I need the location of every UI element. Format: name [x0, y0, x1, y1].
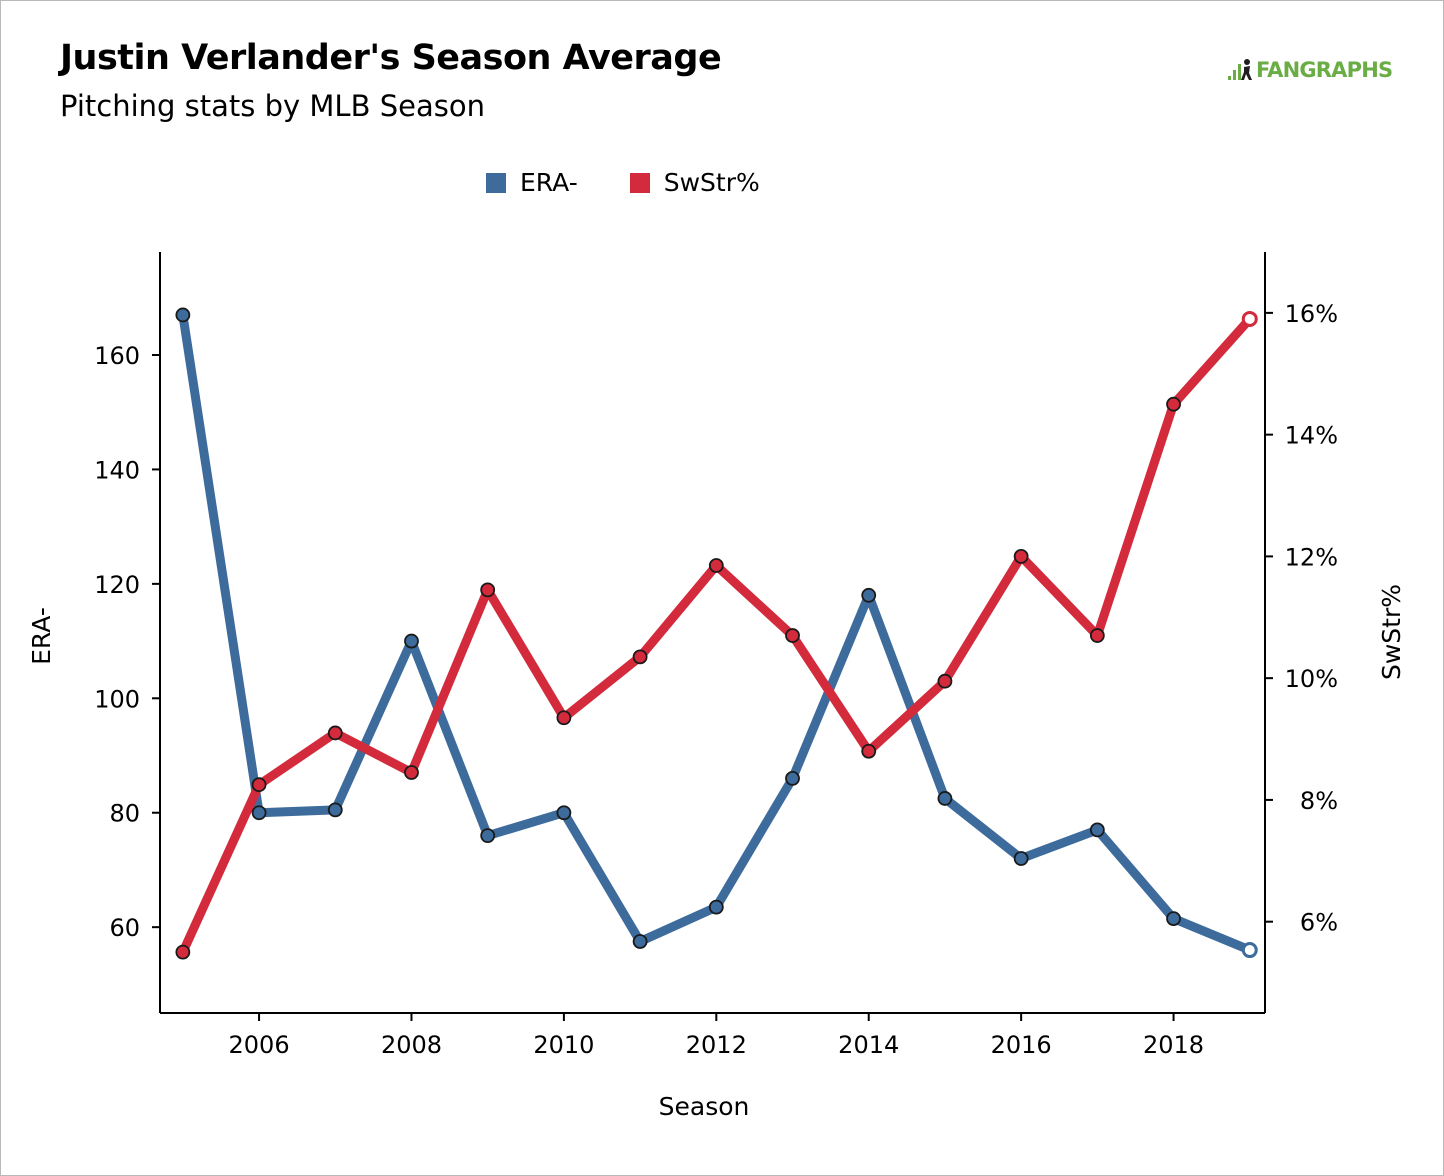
data-point-swstr-2008[interactable]: [404, 765, 419, 780]
series-line-swstr: [178, 314, 1255, 957]
x-tick-label: 2006: [229, 1031, 290, 1059]
data-point-swstr-2007[interactable]: [327, 725, 343, 741]
data-point-era-2015[interactable]: [937, 791, 953, 806]
data-point-swstr-2018[interactable]: [1166, 396, 1181, 412]
y-ticks-right: 6% 8% 10% 12% 14% 16%: [1265, 300, 1338, 937]
y-right-tick-label: 10%: [1285, 665, 1338, 693]
data-point-era-2007[interactable]: [327, 802, 343, 818]
y-ticks-left: 60 80 100 120 140 160: [94, 342, 160, 942]
y-right-tick-label: 12%: [1285, 543, 1338, 571]
y-left-tick-label: 140: [94, 456, 140, 484]
y-right-tick-label: 8%: [1300, 787, 1338, 815]
x-ticks: 2006 2008 2010 2012 2014 2016 2018: [229, 1013, 1204, 1059]
data-point-era-2014[interactable]: [861, 587, 877, 603]
x-tick-label: 2010: [533, 1031, 594, 1059]
data-point-swstr-2011[interactable]: [632, 649, 648, 665]
data-point-era-2010[interactable]: [556, 805, 572, 821]
data-point-era-2011[interactable]: [632, 934, 648, 949]
chart-subtitle: Pitching stats by MLB Season: [60, 89, 485, 123]
axes: [159, 252, 1266, 1014]
data-point-era-2005[interactable]: [175, 307, 191, 323]
legend-item-swstr[interactable]: SwStr%: [629, 168, 760, 197]
data-point-swstr-2017[interactable]: [1089, 628, 1105, 643]
chart-legend: ERA- SwStr%: [486, 168, 812, 197]
legend-item-era[interactable]: ERA-: [486, 168, 578, 197]
legend-swatch-era: [486, 172, 506, 193]
legend-label-swstr: SwStr%: [663, 168, 760, 197]
y-axis-right-title: SwStr%: [1377, 584, 1406, 680]
fangraphs-logo: FANGRAPHS: [1228, 56, 1393, 84]
legend-label-era: ERA-: [520, 168, 578, 197]
y-left-tick-label: 100: [94, 685, 140, 713]
data-point-era-2019[interactable]: [1241, 942, 1258, 959]
data-point-swstr-2019[interactable]: [1241, 310, 1258, 327]
data-point-era-2017[interactable]: [1089, 822, 1105, 838]
y-axis-left-title: ERA-: [27, 607, 56, 665]
data-point-swstr-2009[interactable]: [480, 582, 496, 598]
x-tick-label: 2018: [1143, 1031, 1204, 1059]
fangraphs-logo-icon: [1228, 59, 1252, 80]
data-point-era-2008[interactable]: [404, 633, 419, 649]
y-right-tick-label: 14%: [1285, 422, 1338, 450]
y-left-tick-label: 120: [94, 571, 140, 599]
y-right-tick-label: 6%: [1300, 909, 1338, 937]
data-point-swstr-2013[interactable]: [785, 628, 800, 643]
y-right-tick-label: 16%: [1285, 300, 1338, 328]
data-point-swstr-2015[interactable]: [937, 673, 953, 689]
data-point-swstr-2016[interactable]: [1013, 549, 1029, 564]
series-layer: [175, 307, 1258, 960]
y-left-tick-label: 60: [109, 914, 140, 942]
x-tick-label: 2014: [838, 1031, 899, 1059]
x-tick-label: 2012: [686, 1031, 747, 1059]
x-tick-label: 2008: [381, 1031, 442, 1059]
data-point-era-2013[interactable]: [785, 771, 800, 786]
data-point-swstr-2006[interactable]: [251, 777, 267, 793]
data-point-swstr-2005[interactable]: [175, 944, 191, 960]
x-tick-label: 2016: [991, 1031, 1052, 1059]
data-point-era-2006[interactable]: [251, 805, 267, 821]
chart-title: Justin Verlander's Season Average: [60, 38, 722, 78]
x-axis-title: Season: [659, 1092, 750, 1121]
y-left-tick-label: 80: [109, 800, 140, 828]
data-point-era-2016[interactable]: [1013, 851, 1029, 866]
data-point-era-2009[interactable]: [480, 828, 496, 844]
data-point-era-2018[interactable]: [1166, 911, 1181, 926]
data-point-swstr-2012[interactable]: [708, 558, 724, 573]
y-left-tick-label: 160: [94, 342, 140, 370]
data-point-swstr-2010[interactable]: [556, 710, 572, 726]
fangraphs-logo-text: FANGRAPHS: [1256, 58, 1393, 82]
data-point-swstr-2014[interactable]: [861, 743, 877, 759]
legend-swatch-swstr: [629, 172, 650, 193]
data-point-era-2012[interactable]: [708, 899, 724, 915]
